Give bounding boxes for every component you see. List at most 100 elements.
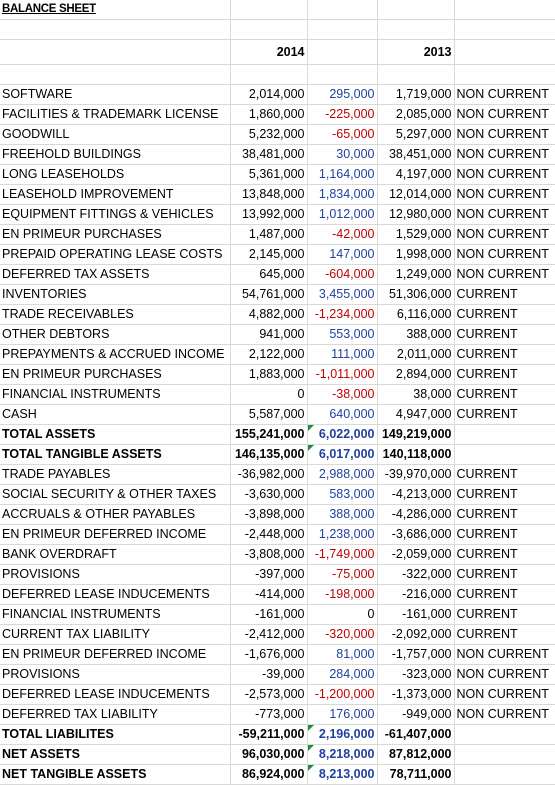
change-cell[interactable]: 1,238,000 — [307, 524, 378, 545]
value-2013-cell[interactable]: -216,000 — [377, 584, 455, 605]
year-2013-header[interactable]: 2013 — [377, 39, 455, 65]
classification-cell[interactable]: NON CURRENT — [454, 104, 555, 125]
cell[interactable] — [230, 19, 308, 40]
value-2014-cell[interactable]: -773,000 — [230, 704, 308, 725]
row-label[interactable]: EN PRIMEUR DEFERRED INCOME — [0, 644, 231, 665]
change-cell[interactable]: 1,012,000 — [307, 204, 378, 225]
cell[interactable] — [454, 39, 555, 65]
value-2013-cell[interactable]: 12,014,000 — [377, 184, 455, 205]
classification-cell[interactable]: CURRENT — [454, 324, 555, 345]
value-2014-cell[interactable]: 1,860,000 — [230, 104, 308, 125]
change-cell[interactable]: -75,000 — [307, 564, 378, 585]
row-label[interactable]: TOTAL TANGIBLE ASSETS — [0, 444, 231, 465]
row-label[interactable]: FINANCIAL INSTRUMENTS — [0, 384, 231, 405]
classification-cell[interactable]: NON CURRENT — [454, 264, 555, 285]
row-label[interactable]: ACCRUALS & OTHER PAYABLES — [0, 504, 231, 525]
value-2013-cell[interactable]: 87,812,000 — [377, 744, 455, 765]
value-2014-cell[interactable]: 5,587,000 — [230, 404, 308, 425]
value-2014-cell[interactable]: 5,232,000 — [230, 124, 308, 145]
row-label[interactable]: DEFERRED LEASE INDUCEMENTS — [0, 584, 231, 605]
value-2013-cell[interactable]: 388,000 — [377, 324, 455, 345]
value-2013-cell[interactable]: 2,011,000 — [377, 344, 455, 365]
classification-cell[interactable]: CURRENT — [454, 504, 555, 525]
classification-cell[interactable]: CURRENT — [454, 304, 555, 325]
value-2013-cell[interactable]: 12,980,000 — [377, 204, 455, 225]
classification-cell[interactable]: NON CURRENT — [454, 84, 555, 105]
change-cell[interactable]: 284,000 — [307, 664, 378, 685]
change-cell[interactable]: -604,000 — [307, 264, 378, 285]
value-2014-cell[interactable]: 0 — [230, 384, 308, 405]
classification-cell[interactable]: NON CURRENT — [454, 124, 555, 145]
row-label[interactable]: GOODWILL — [0, 124, 231, 145]
change-cell[interactable]: 30,000 — [307, 144, 378, 165]
classification-cell[interactable] — [454, 444, 555, 465]
value-2014-cell[interactable]: -2,412,000 — [230, 624, 308, 645]
change-cell[interactable]: -1,749,000 — [307, 544, 378, 565]
cell[interactable] — [377, 19, 455, 40]
row-label[interactable]: OTHER DEBTORS — [0, 324, 231, 345]
row-label[interactable]: TRADE RECEIVABLES — [0, 304, 231, 325]
change-cell[interactable]: 176,000 — [307, 704, 378, 725]
row-label[interactable]: DEFERRED TAX LIABILITY — [0, 704, 231, 725]
value-2014-cell[interactable]: 38,481,000 — [230, 144, 308, 165]
change-cell[interactable]: 640,000 — [307, 404, 378, 425]
classification-cell[interactable]: NON CURRENT — [454, 244, 555, 265]
classification-cell[interactable]: NON CURRENT — [454, 164, 555, 185]
value-2013-cell[interactable]: -322,000 — [377, 564, 455, 585]
cell[interactable] — [0, 19, 231, 40]
row-label[interactable]: FREEHOLD BUILDINGS — [0, 144, 231, 165]
row-label[interactable]: LONG LEASEHOLDS — [0, 164, 231, 185]
row-label[interactable]: LEASEHOLD IMPROVEMENT — [0, 184, 231, 205]
classification-cell[interactable]: CURRENT — [454, 564, 555, 585]
change-cell[interactable]: 2,988,000 — [307, 464, 378, 485]
value-2013-cell[interactable]: 149,219,000 — [377, 424, 455, 445]
value-2013-cell[interactable]: 38,451,000 — [377, 144, 455, 165]
row-label[interactable]: NET TANGIBLE ASSETS — [0, 764, 231, 785]
row-label[interactable]: CURRENT TAX LIABILITY — [0, 624, 231, 645]
value-2013-cell[interactable]: 140,118,000 — [377, 444, 455, 465]
value-2013-cell[interactable]: 2,085,000 — [377, 104, 455, 125]
value-2014-cell[interactable]: -2,448,000 — [230, 524, 308, 545]
row-label[interactable]: BANK OVERDRAFT — [0, 544, 231, 565]
value-2014-cell[interactable]: 13,992,000 — [230, 204, 308, 225]
cell[interactable] — [0, 39, 231, 65]
change-cell[interactable]: 583,000 — [307, 484, 378, 505]
value-2014-cell[interactable]: -2,573,000 — [230, 684, 308, 705]
cell[interactable] — [307, 64, 378, 85]
value-2013-cell[interactable]: -4,213,000 — [377, 484, 455, 505]
row-label[interactable]: EN PRIMEUR PURCHASES — [0, 364, 231, 385]
classification-cell[interactable]: CURRENT — [454, 464, 555, 485]
value-2014-cell[interactable]: 1,883,000 — [230, 364, 308, 385]
classification-cell[interactable]: CURRENT — [454, 344, 555, 365]
value-2014-cell[interactable]: 155,241,000 — [230, 424, 308, 445]
change-cell[interactable]: 1,834,000 — [307, 184, 378, 205]
value-2013-cell[interactable]: -39,970,000 — [377, 464, 455, 485]
value-2014-cell[interactable]: 146,135,000 — [230, 444, 308, 465]
cell[interactable] — [377, 0, 455, 20]
classification-cell[interactable]: CURRENT — [454, 584, 555, 605]
row-label[interactable]: TRADE PAYABLES — [0, 464, 231, 485]
row-label[interactable]: PREPAID OPERATING LEASE COSTS — [0, 244, 231, 265]
row-label[interactable]: INVENTORIES — [0, 284, 231, 305]
change-cell[interactable]: 388,000 — [307, 504, 378, 525]
value-2013-cell[interactable]: -2,092,000 — [377, 624, 455, 645]
value-2013-cell[interactable]: -161,000 — [377, 604, 455, 625]
value-2013-cell[interactable]: 5,297,000 — [377, 124, 455, 145]
row-label[interactable]: SOCIAL SECURITY & OTHER TAXES — [0, 484, 231, 505]
value-2014-cell[interactable]: -161,000 — [230, 604, 308, 625]
value-2014-cell[interactable]: -3,630,000 — [230, 484, 308, 505]
classification-cell[interactable]: NON CURRENT — [454, 224, 555, 245]
classification-cell[interactable]: CURRENT — [454, 624, 555, 645]
value-2014-cell[interactable]: 13,848,000 — [230, 184, 308, 205]
classification-cell[interactable]: NON CURRENT — [454, 204, 555, 225]
classification-cell[interactable]: CURRENT — [454, 544, 555, 565]
classification-cell[interactable] — [454, 744, 555, 765]
value-2013-cell[interactable]: -3,686,000 — [377, 524, 455, 545]
value-2014-cell[interactable]: 5,361,000 — [230, 164, 308, 185]
change-cell[interactable]: 81,000 — [307, 644, 378, 665]
value-2013-cell[interactable]: -949,000 — [377, 704, 455, 725]
value-2013-cell[interactable]: 1,529,000 — [377, 224, 455, 245]
value-2013-cell[interactable]: 1,719,000 — [377, 84, 455, 105]
classification-cell[interactable]: CURRENT — [454, 404, 555, 425]
change-cell[interactable]: 8,218,000 — [307, 744, 378, 765]
